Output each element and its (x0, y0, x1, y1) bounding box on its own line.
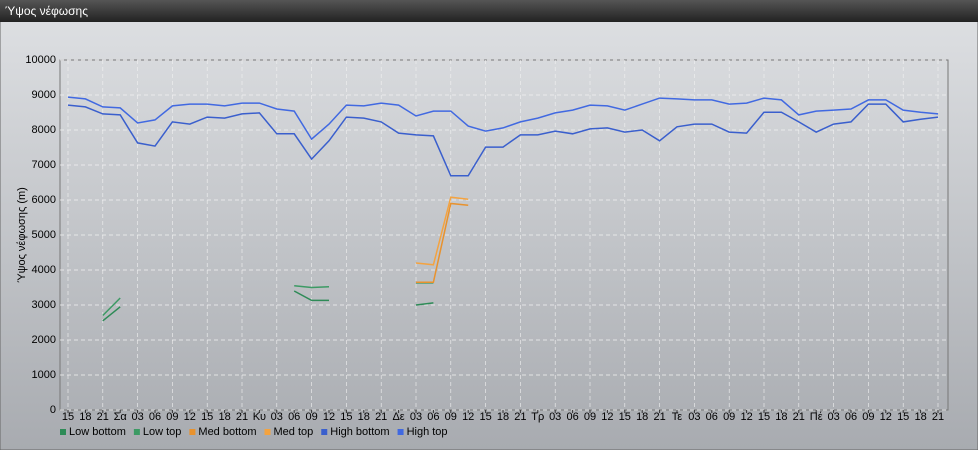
x-tick-label: 21 (236, 411, 248, 423)
x-tick-label: 15 (62, 411, 74, 423)
chart-title: Ύψος νέφωσης (5, 4, 88, 18)
x-tick-label: 21 (97, 411, 109, 423)
x-tick-label: 18 (79, 411, 91, 423)
x-tick-label: Σα (114, 411, 128, 423)
x-tick-label: 12 (740, 411, 752, 423)
x-tick-label: 15 (619, 411, 631, 423)
x-tick-label: 18 (497, 411, 509, 423)
legend-swatch (133, 429, 140, 435)
legend-label: Med bottom (198, 426, 256, 438)
x-tick-label: 18 (218, 411, 230, 423)
x-tick-label: 12 (323, 411, 335, 423)
legend-label: Low top (143, 426, 182, 438)
x-tick-label: 09 (305, 411, 317, 423)
x-tick-label: 15 (340, 411, 352, 423)
x-tick-label: 21 (793, 411, 805, 423)
x-tick-label: 03 (410, 411, 422, 423)
x-tick-label: 18 (914, 411, 926, 423)
x-tick-label: 06 (288, 411, 300, 423)
x-tick-label: 15 (758, 411, 770, 423)
series-line (102, 290, 434, 322)
x-tick-label: 18 (775, 411, 787, 423)
x-tick-label: 12 (184, 411, 196, 423)
y-tick-label: 10000 (25, 54, 56, 66)
legend-swatch (189, 429, 196, 435)
legend-label: High bottom (330, 426, 389, 438)
y-tick-label: 4000 (32, 264, 56, 276)
x-tick-label: 06 (149, 411, 161, 423)
y-tick-label: 5000 (32, 229, 56, 241)
title-bar (0, 0, 978, 22)
x-tick-label: Τρ (531, 411, 544, 423)
legend-swatch (397, 429, 404, 435)
legend-swatch (321, 429, 328, 435)
legend-label: Low bottom (69, 426, 126, 438)
y-tick-label: 1000 (32, 369, 56, 381)
x-tick-label: 18 (358, 411, 370, 423)
x-tick-label: 06 (845, 411, 857, 423)
series-line (415, 196, 469, 266)
x-tick-label: 03 (549, 411, 561, 423)
legend-label: High top (407, 426, 448, 438)
x-tick-label: 21 (932, 411, 944, 423)
y-tick-label: 3000 (32, 299, 56, 311)
x-tick-label: 18 (636, 411, 648, 423)
x-tick-label: 06 (706, 411, 718, 423)
x-tick-label: Πέ (810, 411, 823, 423)
x-tick-label: 09 (166, 411, 178, 423)
x-tick-label: Δε (392, 411, 404, 423)
x-tick-label: 15 (201, 411, 213, 423)
x-tick-label: 09 (723, 411, 735, 423)
x-tick-label: 12 (601, 411, 613, 423)
x-tick-label: 03 (271, 411, 283, 423)
y-tick-label: 9000 (32, 89, 56, 101)
legend-swatch (264, 429, 271, 435)
x-tick-label: Κυ (253, 411, 266, 423)
y-tick-label: 2000 (32, 334, 56, 346)
x-tick-label: 21 (653, 411, 665, 423)
series-line (67, 103, 939, 177)
x-tick-label: 06 (427, 411, 439, 423)
x-tick-label: 06 (566, 411, 578, 423)
y-tick-label: 0 (50, 404, 56, 416)
x-tick-label: 15 (897, 411, 909, 423)
y-tick-label: 7000 (32, 159, 56, 171)
x-tick-label: 12 (462, 411, 474, 423)
x-tick-label: 03 (688, 411, 700, 423)
x-tick-label: 03 (827, 411, 839, 423)
x-tick-label: 21 (514, 411, 526, 423)
series-line (416, 202, 469, 284)
x-tick-label: 09 (584, 411, 596, 423)
legend-label: Med top (274, 426, 314, 438)
series-line (67, 96, 939, 141)
x-tick-label: Τε (672, 411, 683, 423)
x-tick-label: 09 (445, 411, 457, 423)
x-tick-label: 12 (880, 411, 892, 423)
y-tick-label: 8000 (32, 124, 56, 136)
y-axis-label: Ύψος νέφωσης (m) (16, 187, 28, 283)
y-tick-label: 6000 (32, 194, 56, 206)
x-tick-label: 21 (375, 411, 387, 423)
x-tick-label: 09 (862, 411, 874, 423)
x-tick-label: 03 (131, 411, 143, 423)
x-tick-label: 15 (479, 411, 491, 423)
legend-swatch (60, 429, 66, 435)
